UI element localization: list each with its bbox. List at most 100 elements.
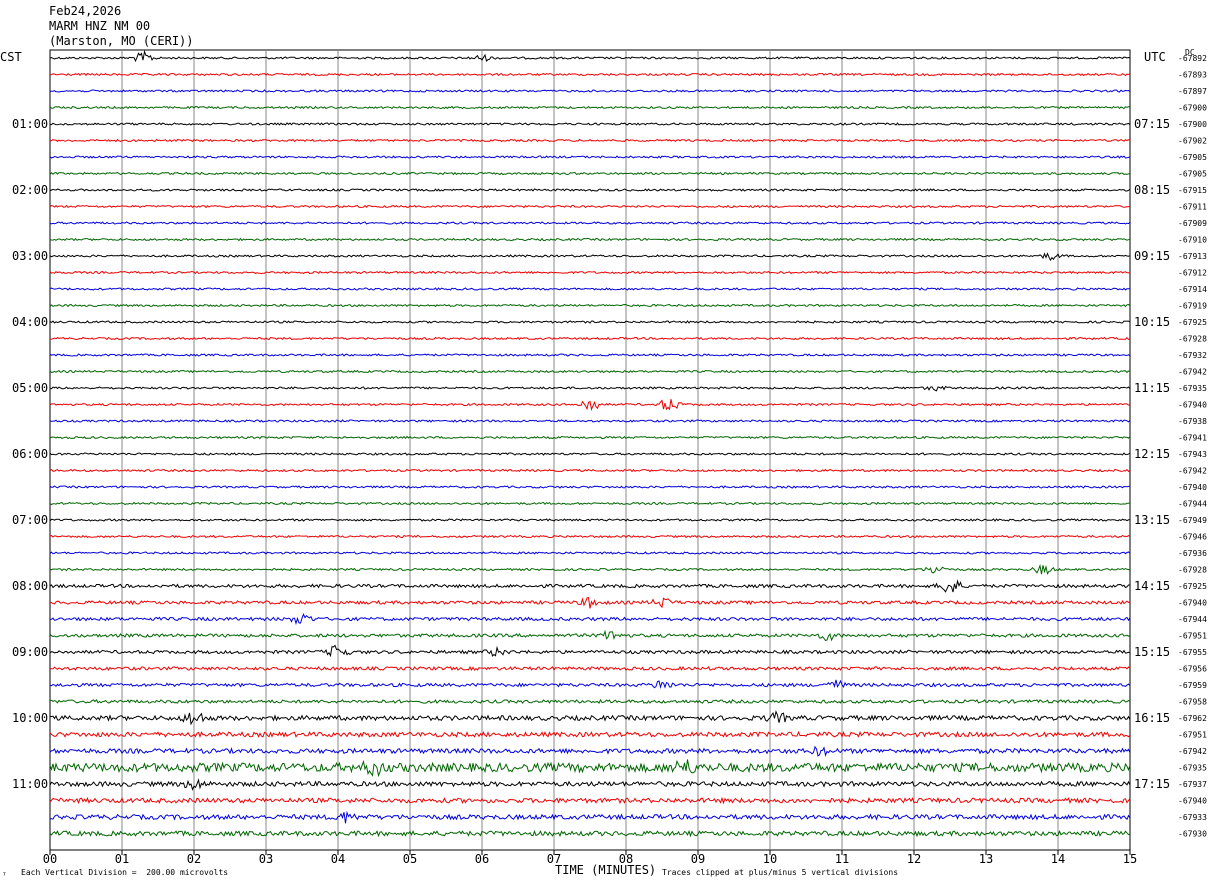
station-code: MARM HNZ NM 00: [49, 19, 151, 33]
dc-offset-label: -67942: [1178, 368, 1207, 377]
dc-offset-label: -67911: [1178, 203, 1207, 212]
x-tick-label: 15: [1123, 852, 1137, 866]
seismic-trace: [49, 679, 1131, 690]
dc-offset-label: -67892: [1178, 54, 1207, 63]
dc-offset-label: -67902: [1178, 137, 1207, 146]
right-hour-label: 11:15: [1134, 381, 1170, 395]
dc-offset-label: -67909: [1178, 219, 1207, 228]
left-hour-label: 11:00: [12, 777, 48, 791]
seismic-trace: [49, 518, 1131, 522]
dc-offset-label: -67951: [1178, 731, 1207, 740]
seismic-trace: [49, 270, 1131, 275]
seismic-trace: [49, 336, 1131, 341]
dc-offset-label: -67914: [1178, 285, 1207, 294]
dc-label: DC: [1185, 48, 1195, 57]
dc-offset-label: -67928: [1178, 566, 1207, 575]
dc-offset-label: -67930: [1178, 830, 1207, 839]
seismic-trace: [49, 829, 1131, 838]
seismic-trace: [50, 597, 1131, 609]
x-axis-title: TIME (MINUTES): [555, 863, 657, 877]
seismic-trace: [50, 698, 1131, 704]
dc-offset-label: -67928: [1178, 335, 1207, 344]
seismic-trace: [49, 385, 1131, 392]
seismic-trace: [49, 810, 1131, 824]
seismic-trace: [49, 579, 1130, 593]
dc-offset-label: -67944: [1178, 615, 1207, 624]
left-hour-label: 02:00: [12, 183, 48, 197]
left-hour-label: 10:00: [12, 711, 48, 725]
dc-offset-label: -67942: [1178, 747, 1207, 756]
dc-offset-label: -67915: [1178, 186, 1207, 195]
left-hour-label: 08:00: [12, 579, 48, 593]
dc-offset-label: -67942: [1178, 467, 1207, 476]
x-tick-label: 13: [979, 852, 993, 866]
dc-offset-label: -67905: [1178, 170, 1207, 179]
x-tick-label: 12: [907, 852, 921, 866]
seismic-trace: [49, 287, 1131, 291]
seismic-trace: [49, 485, 1131, 489]
dc-offset-label: -67940: [1178, 401, 1207, 410]
left-hour-label: 04:00: [12, 315, 48, 329]
left-hour-label: 06:00: [12, 447, 48, 461]
seismic-trace: [49, 468, 1131, 473]
seismic-trace: [49, 563, 1131, 576]
seismic-trace: [49, 320, 1131, 324]
seismic-trace: [49, 221, 1131, 225]
right-hour-label: 10:15: [1134, 315, 1170, 329]
dc-offset-label: -67937: [1178, 780, 1207, 789]
seismic-trace: [49, 188, 1131, 192]
right-hour-label: 09:15: [1134, 249, 1170, 263]
seismic-trace: [49, 534, 1131, 539]
x-tick-label: 02: [187, 852, 201, 866]
seismic-trace: [49, 237, 1131, 242]
dc-offset-label: -67893: [1178, 71, 1207, 80]
seismic-trace: [49, 303, 1131, 308]
dc-offset-label: -67940: [1178, 483, 1207, 492]
corner-mark: ᵀ: [2, 871, 7, 880]
seismic-trace: [49, 204, 1131, 209]
left-hour-label: 05:00: [12, 381, 48, 395]
dc-offset-label: -67958: [1178, 698, 1207, 707]
right-hour-label: 07:15: [1134, 117, 1170, 131]
dc-offset-label: -67912: [1178, 269, 1207, 278]
seismic-trace: [49, 353, 1131, 357]
plot-date: Feb24,2026: [49, 4, 122, 18]
x-tick-label: 00: [43, 852, 57, 866]
seismic-trace: [49, 551, 1131, 555]
x-tick-label: 06: [475, 852, 489, 866]
seismic-trace: [49, 629, 1131, 642]
dc-offset-label: -67936: [1178, 549, 1207, 558]
x-tick-label: 07: [547, 852, 561, 866]
seismic-trace: [49, 252, 1131, 262]
dc-offset-label: -67932: [1178, 351, 1207, 360]
seismic-trace: [49, 89, 1131, 93]
right-hour-label: 14:15: [1134, 579, 1170, 593]
x-tick-label: 09: [691, 852, 705, 866]
seismic-trace: [49, 419, 1131, 423]
clip-note: Traces clipped at plus/minus 5 vertical …: [662, 868, 899, 877]
dc-offset-label: -67941: [1178, 434, 1207, 443]
seismic-trace: [49, 452, 1131, 456]
dc-offset-label: -67940: [1178, 599, 1207, 608]
dc-offset-label: -67938: [1178, 417, 1207, 426]
left-hour-label: 07:00: [12, 513, 48, 527]
dc-offset-label: -67935: [1178, 764, 1207, 773]
scale-note: Each Vertical Division = 200.00 microvol…: [21, 868, 229, 877]
dc-offset-label: -67905: [1178, 153, 1207, 162]
x-tick-label: 04: [331, 852, 345, 866]
dc-offset-label: -67944: [1178, 500, 1207, 509]
plot-frame: [49, 49, 1131, 851]
dc-offset-label: -67910: [1178, 236, 1207, 245]
dc-offset-label: -67933: [1178, 813, 1207, 822]
seismic-trace: [49, 435, 1131, 440]
x-tick-label: 01: [115, 852, 129, 866]
dc-offset-label: -67940: [1178, 797, 1207, 806]
dc-offset-label: -67935: [1178, 384, 1207, 393]
seismic-trace: [49, 49, 1131, 63]
dc-offset-label: -67925: [1178, 318, 1207, 327]
left-hour-label: 03:00: [12, 249, 48, 263]
right-hour-label: 13:15: [1134, 513, 1170, 527]
right-hour-label: 16:15: [1134, 711, 1170, 725]
seismic-trace: [49, 72, 1131, 77]
x-tick-label: 05: [403, 852, 417, 866]
